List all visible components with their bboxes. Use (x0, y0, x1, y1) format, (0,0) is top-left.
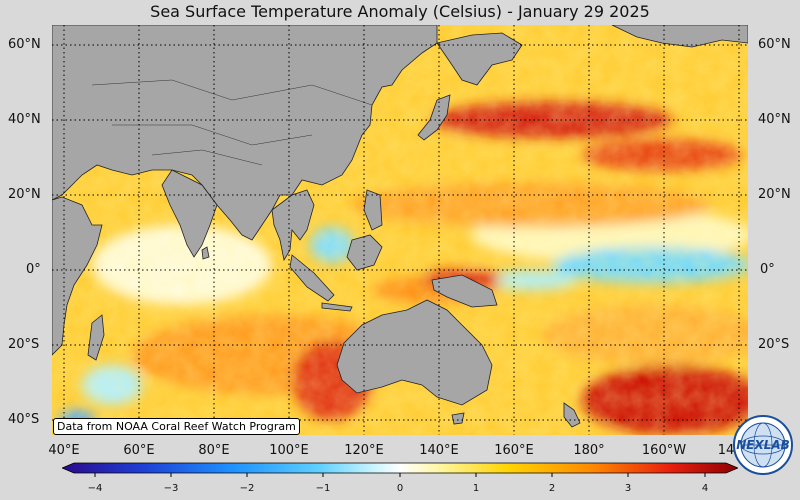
india-landmass (161, 169, 218, 258)
new-zealand-landmass (563, 402, 581, 428)
new-guinea-landmass (431, 274, 498, 308)
philippines-landmass (363, 189, 383, 231)
sumatra-landmass (289, 254, 335, 302)
colorbar-tick-3: 3 (624, 483, 632, 494)
lon-label-40e: 40°E (48, 443, 80, 458)
lat-label-60n-right: 60°N (758, 37, 791, 52)
lon-label-140w-partial: 14 (717, 443, 735, 458)
lat-label-eq-left: 0° (26, 262, 41, 277)
colorbar-tick-minus1: −1 (315, 483, 331, 494)
lon-label-100e: 100°E (269, 443, 309, 458)
colorbar-tick-2: 2 (548, 483, 556, 494)
sst-anomaly-map (52, 25, 748, 435)
lat-label-eq-right: 0° (760, 262, 775, 277)
colorbar-tick-minus3: −3 (163, 483, 179, 494)
lat-label-40n-right: 40°N (758, 112, 791, 127)
lat-label-20s-left: 20°S (8, 337, 40, 352)
lat-label-20s-right: 20°S (758, 337, 790, 352)
colorbar-bar (62, 462, 738, 474)
lat-label-20n-left: 20°N (8, 187, 41, 202)
alaska-landmass (611, 25, 748, 48)
lat-label-40n-left: 40°N (8, 112, 41, 127)
madagascar-landmass (87, 314, 105, 361)
lat-label-20n-right: 20°N (758, 187, 791, 202)
colorbar (62, 462, 738, 477)
lat-label-40s-left: 40°S (8, 412, 40, 427)
colorbar-tick-0: 0 (396, 483, 404, 494)
lon-label-180: 180° (573, 443, 605, 458)
colorbar-tick-1: 1 (472, 483, 480, 494)
colorbar-tick-minus4: −4 (87, 483, 103, 494)
tasmania-landmass (451, 412, 465, 425)
borneo-landmass (346, 234, 383, 271)
lat-label-60n-left: 60°N (8, 37, 41, 52)
kamchatka-landmass (436, 32, 523, 86)
data-credit-box: Data from NOAA Coral Reef Watch Program (53, 418, 300, 435)
lon-label-140e: 140°E (419, 443, 459, 458)
lon-label-120e: 120°E (344, 443, 384, 458)
lon-label-160e: 160°E (494, 443, 534, 458)
australia-landmass (336, 299, 493, 406)
logo-text: NEXLAB (736, 438, 790, 452)
nexlab-globe-logo-icon: NEXLAB (733, 415, 793, 475)
japan-landmass (417, 94, 451, 141)
lon-label-160w: 160°W (641, 443, 687, 458)
colorbar-tick-4: 4 (701, 483, 709, 494)
colorbar-tick-minus2: −2 (239, 483, 255, 494)
indochina-landmass (271, 189, 315, 262)
lon-label-80e: 80°E (198, 443, 230, 458)
map-title: Sea Surface Temperature Anomaly (Celsius… (150, 2, 650, 21)
lon-label-60e: 60°E (123, 443, 155, 458)
